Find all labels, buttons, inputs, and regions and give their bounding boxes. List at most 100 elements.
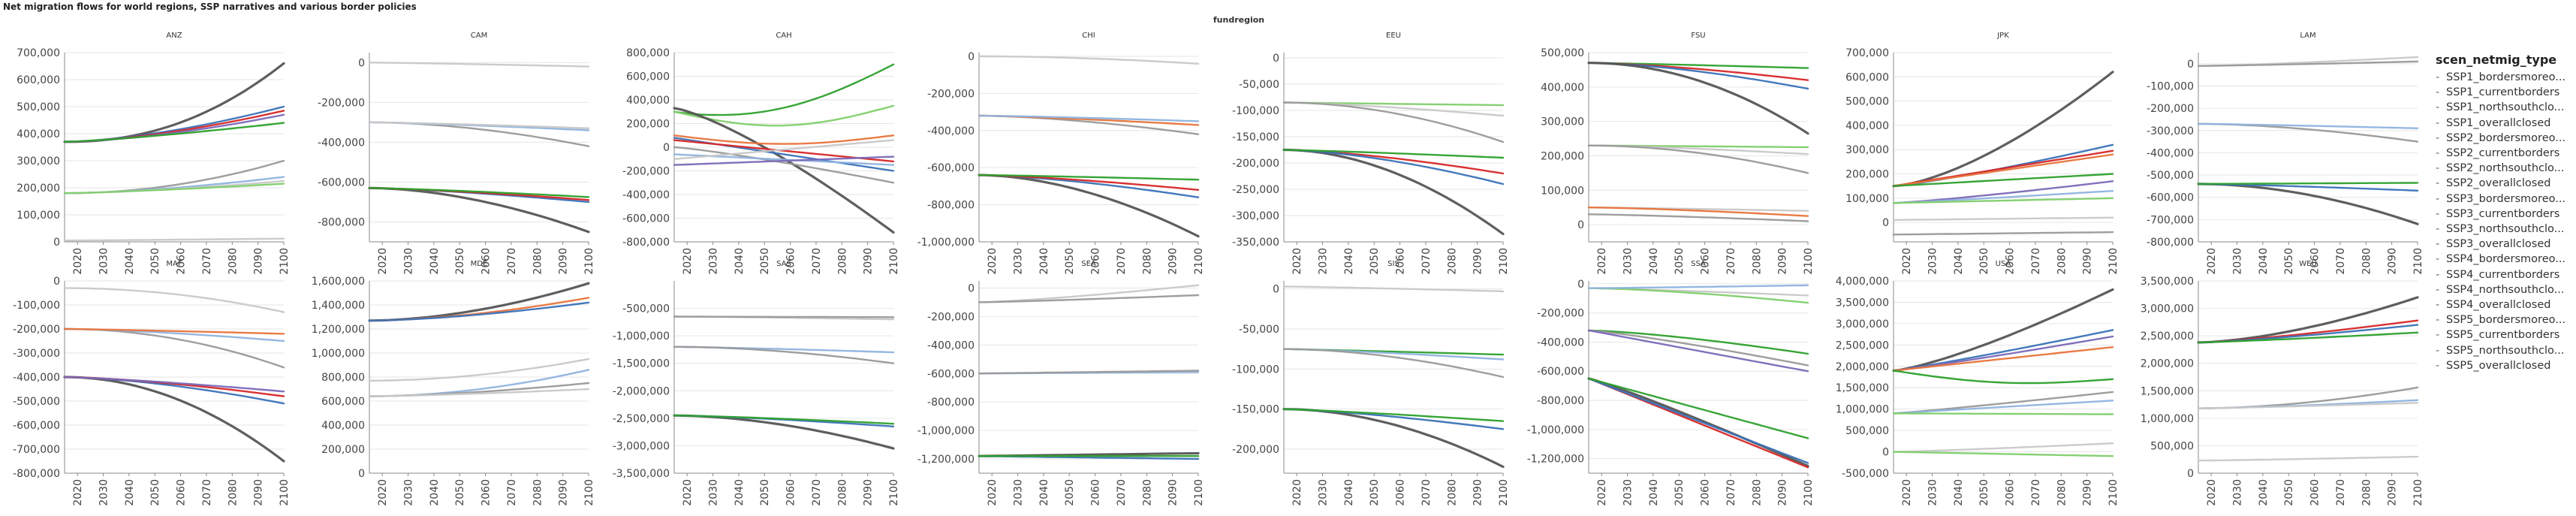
legend-item[interactable]: - SSP3_northsouthclo... [2436,222,2574,237]
x-tick-label: 2080 [1751,479,1763,506]
series-line[interactable] [673,415,895,425]
series-line[interactable] [63,376,285,393]
series-line[interactable] [2197,182,2419,186]
series-line[interactable] [1892,400,2114,415]
series-line[interactable] [1587,329,1809,373]
x-tick-label: 2020 [377,479,389,506]
series-line[interactable] [63,376,285,463]
series-line[interactable] [673,346,895,364]
legend-label: SSP3_bordersmoreo... [2446,192,2566,205]
legend-item[interactable]: - SSP4_currentborders [2436,267,2574,282]
series-line[interactable] [1892,189,2114,204]
legend-item[interactable]: - SSP1_northsouthclo... [2436,100,2574,115]
legend-item[interactable]: - SSP2_bordersmoreo... [2436,131,2574,146]
series-line[interactable] [1892,335,2114,372]
series-line[interactable] [2197,122,2419,130]
series-line[interactable] [63,122,285,143]
legend-item[interactable]: - SSP4_bordersmoreo... [2436,252,2574,267]
series-line[interactable] [368,358,590,382]
series-line[interactable] [1587,329,1809,355]
x-tick-label: 2020 [72,248,84,275]
series-line[interactable] [63,327,285,369]
series-line[interactable] [1587,377,1809,464]
series-line[interactable] [978,114,1200,122]
legend-label: SSP4_currentborders [2446,268,2560,281]
legend-item[interactable]: - SSP2_northsouthclo... [2436,161,2574,176]
series-line[interactable] [673,146,895,184]
series-line[interactable] [1892,451,2114,457]
series-line[interactable] [978,55,1200,65]
legend-item[interactable]: - SSP5_currentborders [2436,327,2574,342]
series-line[interactable] [63,376,285,405]
series-line[interactable] [1587,207,1809,217]
legend-item[interactable]: - SSP5_bordersmoreo... [2436,312,2574,327]
series-line[interactable] [1282,408,1505,469]
series-line[interactable] [1282,285,1505,293]
series-line[interactable] [978,370,1200,375]
series-line[interactable] [1587,62,1809,135]
series-line[interactable] [1282,101,1505,143]
series-line[interactable] [1892,71,2114,188]
series-line[interactable] [1587,144,1809,174]
legend-item[interactable]: - SSP4_northsouthclo... [2436,282,2574,297]
legend-item[interactable]: - SSP5_overallclosed [2436,358,2574,373]
series-line[interactable] [1587,284,1809,289]
legend-item[interactable]: - SSP1_currentborders [2436,85,2574,100]
series-line[interactable] [2197,331,2419,344]
series-line[interactable] [368,62,590,68]
series-line[interactable] [1282,408,1505,422]
y-tick-label: -250,000 [1232,184,1279,196]
series-line[interactable] [1892,370,2114,385]
legend-item[interactable]: - SSP5_northsouthclo... [2436,343,2574,358]
series-line[interactable] [1587,377,1809,467]
series-line[interactable] [1587,287,1809,304]
series-line[interactable] [1282,348,1505,379]
series-line[interactable] [2197,60,2419,68]
series-line[interactable] [1282,149,1505,159]
series-line[interactable] [1892,173,2114,187]
series-line[interactable] [978,174,1200,181]
series-line[interactable] [1282,148,1505,236]
legend-item[interactable]: - SSP3_currentborders [2436,207,2574,222]
series-line[interactable] [1587,213,1809,222]
series-line[interactable] [1587,329,1809,367]
series-line[interactable] [1892,346,2114,372]
series-line[interactable] [673,139,895,161]
series-line[interactable] [2197,455,2419,462]
series-line[interactable] [673,107,895,234]
series-line[interactable] [368,121,590,130]
series-line[interactable] [673,63,895,116]
series-line[interactable] [2197,402,2419,409]
series-line[interactable] [368,388,590,397]
series-line[interactable] [1892,153,2114,187]
series-line[interactable] [673,155,895,166]
legend-item[interactable]: - SSP1_overallclosed [2436,116,2574,131]
series-line[interactable] [2197,183,2419,192]
legend-item[interactable]: - SSP4_overallclosed [2436,297,2574,312]
series-line[interactable] [1892,216,2114,222]
series-line[interactable] [368,187,590,198]
series-line[interactable] [63,287,285,313]
series-line[interactable] [673,104,895,127]
series-line[interactable] [978,294,1200,303]
legend-item[interactable]: - SSP3_overallclosed [2436,237,2574,252]
series-line[interactable] [1892,442,2114,453]
series-line[interactable] [978,174,1200,238]
legend-item[interactable]: - SSP3_bordersmoreo... [2436,192,2574,207]
series-line[interactable] [1892,197,2114,204]
series-line[interactable] [673,315,895,318]
legend-item[interactable]: - SSP2_overallclosed [2436,176,2574,191]
series-line[interactable] [1892,288,2114,373]
legend-item[interactable]: - SSP1_bordersmoreo... [2436,70,2574,85]
series-line[interactable] [1892,412,2114,415]
series-line[interactable] [63,183,285,195]
series-line[interactable] [1282,149,1505,186]
series-line[interactable] [63,113,285,143]
legend-item[interactable]: - SSP2_currentborders [2436,146,2574,161]
series-line[interactable] [1892,231,2114,236]
series-line[interactable] [1587,377,1809,439]
series-line[interactable] [63,237,285,242]
series-line[interactable] [63,327,285,335]
series-line[interactable] [368,301,590,321]
series-line[interactable] [673,134,895,145]
